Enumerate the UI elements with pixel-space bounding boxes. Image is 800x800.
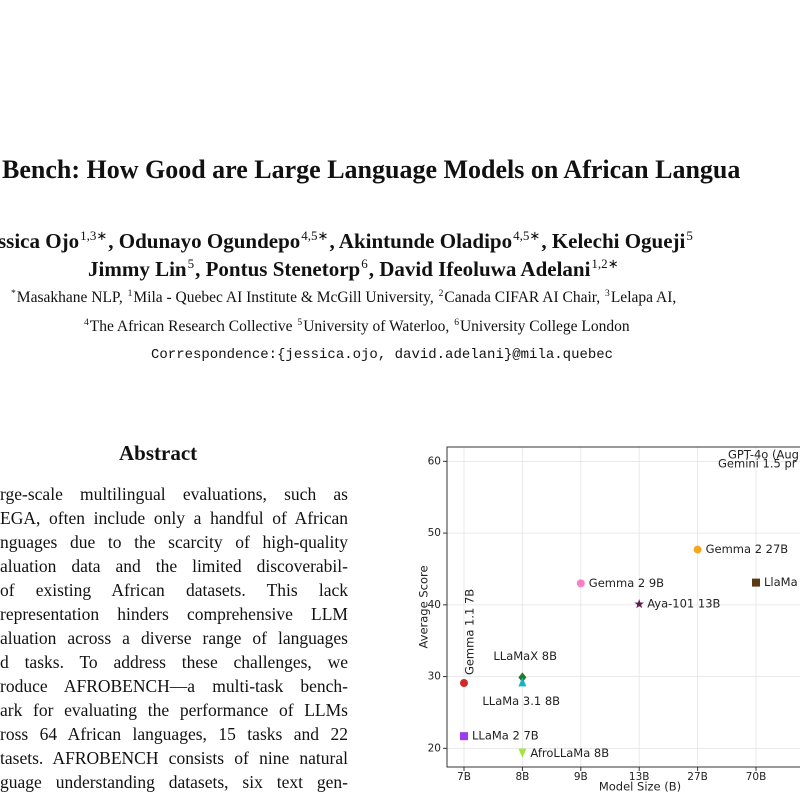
author-name: , Pontus Stenetorp <box>195 256 361 281</box>
abstract-line: ross 64 African languages, 15 tasks and … <box>0 724 348 744</box>
x-tick-label: 13B <box>629 771 650 783</box>
abstract-line: rge-scale multilingual evaluations, such… <box>0 484 348 504</box>
x-axis-label: Model Size (B) <box>599 780 681 794</box>
annotation: GPT-4o (Aug <box>728 448 799 462</box>
data-point <box>518 672 527 683</box>
plot-area <box>447 447 800 767</box>
annotation: Gemini 1.5 pr <box>718 457 797 471</box>
y-tick-label: 20 <box>428 742 441 754</box>
x-tick-label: 9B <box>574 771 588 783</box>
abstract-line: EGA, often include only a handful of Afr… <box>0 508 348 528</box>
y-tick-label: 60 <box>428 455 441 467</box>
y-tick-label: 30 <box>428 671 441 683</box>
author-affiliation-mark: 5 <box>187 256 195 271</box>
abstract-line: roduce AFROBENCH—a multi-task bench- <box>0 676 348 696</box>
affiliation-mark: * <box>11 288 16 299</box>
data-point <box>634 599 644 609</box>
point-label: LlaMa <box>764 575 798 589</box>
affiliation-text: Lelapa AI, <box>610 288 677 306</box>
affiliation-mark: 6 <box>454 317 459 328</box>
affiliation-mark: 3 <box>605 288 610 299</box>
author-affiliation-mark: 5 <box>686 228 693 243</box>
correspondence: Correspondence:{jessica.ojo, david.adela… <box>151 347 614 363</box>
data-point <box>518 677 527 687</box>
point-label: Gemma 2 27B <box>706 542 789 556</box>
axis-frame <box>446 446 800 768</box>
author-name: , Akintunde Oladipo <box>329 228 513 253</box>
affiliation-mark: 4 <box>84 317 89 328</box>
point-label: Aya-101 13B <box>647 597 720 611</box>
data-point <box>460 679 468 688</box>
point-label: LLaMa 2 7B <box>472 729 539 743</box>
point-label: AfroLLaMa 8B <box>530 746 609 760</box>
author-line: ssica Ojo1,3∗, Odunayo Ogundepo4,5∗, Aki… <box>0 228 694 254</box>
abstract-line: aluation data and the limited discoverab… <box>0 556 348 576</box>
author-name: , David Ifeoluwa Adelani <box>368 256 591 281</box>
author-name: Jimmy Lin <box>88 256 187 281</box>
author-name: , Odunayo Ogundepo <box>108 228 301 253</box>
point-label: LLaMa 3.1 8B <box>482 694 560 708</box>
author-affiliation-mark: 4,5∗ <box>301 228 329 243</box>
abstract-heading: Abstract <box>119 441 198 465</box>
affiliation-text: University of Waterloo, <box>303 317 454 335</box>
affiliation-line: 4The African Research Collective 5Univer… <box>83 317 630 336</box>
abstract-line: representation hinders comprehensive LLM <box>0 604 348 624</box>
author-line: Jimmy Lin5, Pontus Stenetorp6, David Ife… <box>88 256 620 282</box>
x-tick-label: 70B <box>746 771 767 783</box>
y-tick-label: 50 <box>428 527 441 539</box>
abstract-line: guage understanding datasets, six text g… <box>0 772 348 792</box>
y-tick-label: 40 <box>428 599 441 611</box>
paper-title: Bench: How Good are Large Language Model… <box>2 155 741 184</box>
data-point <box>576 579 585 588</box>
author-name: , Kelechi Ogueji <box>541 228 686 253</box>
author-affiliation-mark: 1,2∗ <box>591 256 619 271</box>
abstract-line: ark for evaluating the performance of LL… <box>0 700 348 720</box>
abstract-line: tasets. AFROBENCH consists of nine natur… <box>0 748 348 768</box>
abstract-line: d tasks. To address these challenges, we <box>0 652 348 672</box>
data-point <box>518 748 527 758</box>
point-label: Gemma 2 9B <box>589 576 664 590</box>
author-affiliation-mark: 1,3∗ <box>80 228 108 243</box>
abstract-line: nguages due to the scarcity of high-qual… <box>0 532 348 552</box>
affiliation-line: *Masakhane NLP, 1Mila - Quebec AI Instit… <box>10 288 676 307</box>
affiliation-text: The African Research Collective <box>89 317 297 335</box>
x-tick-label: 7B <box>457 771 471 783</box>
data-point <box>460 732 468 741</box>
point-label: Gemma 1.1 7B <box>463 589 477 675</box>
data-point <box>752 578 760 587</box>
author-affiliation-mark: 6 <box>361 256 368 271</box>
affiliation-mark: 5 <box>297 317 303 328</box>
data-point <box>693 545 702 554</box>
x-tick-label: 27B <box>687 771 708 783</box>
affiliation-text: University College London <box>459 317 630 335</box>
affiliation-text: Mila - Quebec AI Institute & McGill Univ… <box>133 288 438 306</box>
abstract-line: aluation across a diverse range of langu… <box>0 628 348 648</box>
author-affiliation-mark: 4,5∗ <box>513 228 541 243</box>
affiliation-mark: 1 <box>127 288 133 299</box>
affiliation-text: Masakhane NLP, <box>16 288 127 306</box>
point-label: LLaMaX 8B <box>493 649 557 663</box>
x-tick-label: 8B <box>515 771 529 783</box>
author-name: ssica Ojo <box>0 228 80 253</box>
affiliation-mark: 2 <box>438 288 444 299</box>
abstract-line: of existing African datasets. This lack <box>0 580 348 600</box>
affiliation-text: Canada CIFAR AI Chair, <box>444 288 605 306</box>
y-axis-label: Average Score <box>417 565 431 648</box>
